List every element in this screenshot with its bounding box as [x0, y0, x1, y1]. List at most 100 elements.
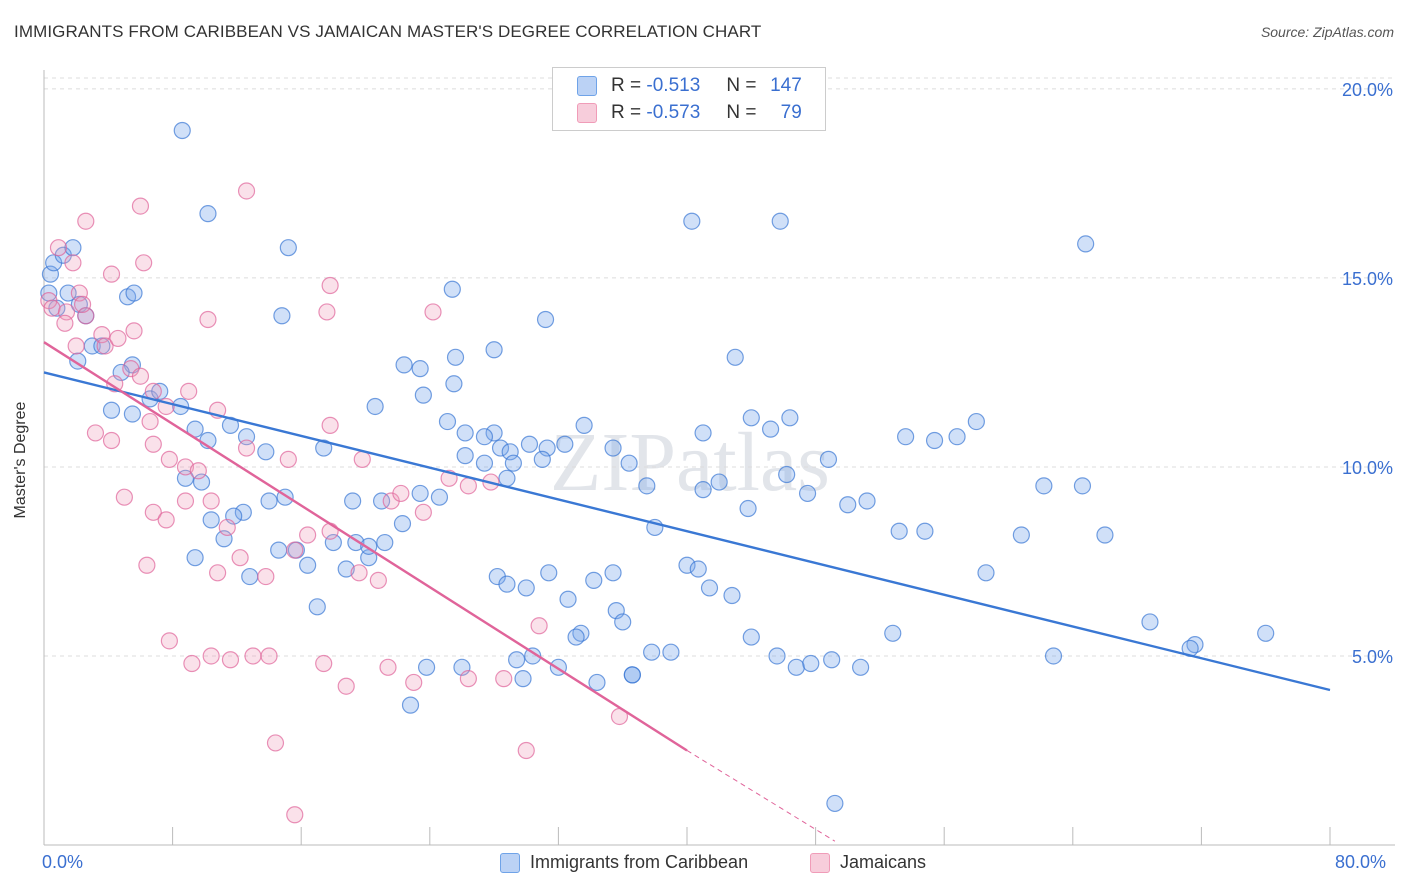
point-caribbean [781, 409, 799, 427]
point-jamaicans [144, 435, 162, 453]
point-caribbean [540, 564, 558, 582]
point-jamaicans [286, 806, 304, 824]
point-caribbean [742, 409, 760, 427]
point-jamaicans [209, 564, 227, 582]
watermark: ZIPatlas [550, 416, 830, 509]
point-jamaicans [202, 492, 220, 510]
point-caribbean [683, 212, 701, 230]
point-jamaicans [141, 412, 159, 431]
legend-r-value: -0.513 [646, 75, 701, 96]
x-tick-min: 0.0% [42, 852, 84, 872]
point-jamaicans [56, 314, 74, 332]
point-caribbean [41, 265, 60, 283]
point-caribbean [257, 443, 275, 461]
point-jamaicans [353, 450, 371, 468]
point-caribbean [215, 530, 233, 548]
series-legend-caribbean: Immigrants from Caribbean [500, 852, 748, 873]
point-jamaicans [160, 450, 178, 468]
point-jamaicans [131, 367, 150, 385]
point-caribbean [411, 484, 429, 503]
point-jamaicans [257, 567, 275, 586]
point-jamaicans [115, 488, 133, 506]
source-label: Source: ZipAtlas.com [1260, 24, 1394, 40]
point-caribbean [123, 405, 142, 423]
point-caribbean [739, 499, 757, 518]
point-caribbean [533, 450, 551, 468]
point-caribbean [559, 590, 577, 608]
point-caribbean [102, 401, 121, 419]
point-caribbean [366, 397, 384, 416]
point-jamaicans [102, 431, 121, 450]
point-caribbean [916, 522, 934, 540]
point-caribbean [372, 492, 391, 510]
point-jamaicans [109, 329, 127, 348]
point-jamaicans [414, 503, 432, 521]
point-caribbean [536, 310, 555, 329]
point-caribbean [620, 454, 638, 472]
point-jamaicans [176, 492, 195, 510]
legend-n-label: N = [726, 75, 757, 96]
point-jamaicans [131, 197, 150, 215]
point-caribbean [1077, 235, 1095, 253]
point-jamaicans [459, 477, 477, 495]
point-caribbean [520, 435, 539, 453]
point-caribbean [498, 469, 516, 487]
legend-n-value: 147 [770, 75, 802, 96]
x-tick-max: 80.0% [1335, 852, 1387, 872]
point-caribbean [411, 360, 429, 378]
point-caribbean [446, 348, 465, 366]
point-jamaicans [135, 254, 153, 272]
correlation-legend: R = -0.513 N = 147 R = -0.573 N = 79 [552, 67, 826, 131]
legend-row-caribbean: R = -0.513 N = 147 [577, 73, 802, 99]
point-caribbean [456, 447, 474, 465]
point-caribbean [977, 564, 995, 582]
point-jamaicans [337, 677, 355, 695]
point-jamaicans [266, 734, 285, 752]
point-jamaicans [144, 503, 162, 521]
point-caribbean [819, 450, 838, 468]
point-caribbean [443, 280, 461, 298]
point-caribbean [517, 579, 535, 597]
point-jamaicans [73, 295, 92, 313]
point-caribbean [1035, 477, 1053, 495]
point-caribbean [787, 658, 805, 676]
point-caribbean [475, 428, 494, 446]
point-jamaicans [64, 254, 82, 272]
point-caribbean [948, 428, 966, 446]
point-caribbean [498, 575, 516, 593]
point-jamaicans [369, 571, 387, 589]
point-caribbean [376, 533, 394, 552]
point-caribbean [273, 307, 291, 325]
point-caribbean [742, 628, 760, 646]
point-caribbean [241, 567, 259, 586]
point-caribbean [1096, 526, 1114, 544]
point-caribbean [202, 511, 220, 529]
point-caribbean [430, 488, 449, 506]
point-caribbean [260, 492, 278, 510]
point-jamaicans [70, 284, 88, 302]
point-jamaicans [138, 556, 156, 574]
point-jamaicans [315, 654, 333, 673]
point-caribbean [604, 564, 622, 582]
legend-swatch-caribbean [577, 76, 597, 96]
point-jamaicans [86, 424, 105, 442]
point-caribbean [1257, 624, 1275, 642]
point-jamaicans [279, 450, 297, 468]
point-caribbean [567, 628, 585, 646]
point-caribbean [723, 586, 741, 605]
point-jamaicans [517, 741, 535, 760]
point-caribbean [556, 435, 574, 453]
point-caribbean [504, 454, 522, 472]
point-caribbean [508, 651, 526, 669]
point-jamaicans [459, 670, 477, 688]
point-caribbean [689, 560, 707, 578]
point-caribbean [726, 348, 744, 366]
point-jamaicans [199, 310, 217, 329]
y-tick-label: 10.0% [1342, 458, 1393, 478]
point-caribbean [700, 579, 719, 597]
series-swatch-jamaicans [810, 852, 830, 873]
point-jamaicans [43, 299, 61, 317]
point-caribbean [1141, 613, 1159, 631]
legend-r-label: R = [611, 102, 642, 123]
point-caribbean [414, 386, 432, 404]
